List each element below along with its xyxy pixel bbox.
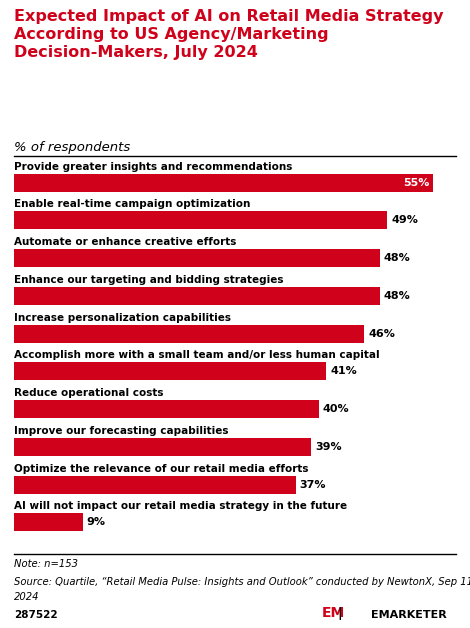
Bar [14,212,387,229]
Text: Enhance our targeting and bidding strategies: Enhance our targeting and bidding strate… [14,275,283,285]
Bar [14,513,83,531]
Text: Optimize the relevance of our retail media efforts: Optimize the relevance of our retail med… [14,463,309,474]
Text: 48%: 48% [384,253,410,263]
Text: Increase personalization capabilities: Increase personalization capabilities [14,313,231,323]
Text: Provide greater insights and recommendations: Provide greater insights and recommendat… [14,162,292,171]
Text: 49%: 49% [391,215,418,225]
Text: Improve our forecasting capabilities: Improve our forecasting capabilities [14,426,228,436]
Text: |: | [337,607,342,620]
Text: 2024: 2024 [14,592,39,602]
Text: Accomplish more with a small team and/or less human capital: Accomplish more with a small team and/or… [14,350,380,360]
Bar [14,438,311,456]
Text: 41%: 41% [330,366,357,376]
Bar [14,173,433,192]
Text: 48%: 48% [384,291,410,301]
Text: EMARKETER: EMARKETER [371,610,446,620]
Text: Reduce operational costs: Reduce operational costs [14,388,164,398]
Text: Note: n=153: Note: n=153 [14,559,78,569]
Text: EM: EM [322,607,345,620]
Text: 9%: 9% [86,517,105,528]
Text: 46%: 46% [368,328,395,338]
Text: 37%: 37% [300,480,326,490]
Bar [14,287,380,305]
Text: 40%: 40% [322,404,349,414]
Text: Automate or enhance creative efforts: Automate or enhance creative efforts [14,237,236,247]
Text: 287522: 287522 [14,610,58,620]
Bar [14,325,365,343]
Bar [14,400,319,418]
Text: Enable real-time campaign optimization: Enable real-time campaign optimization [14,200,251,210]
Bar [14,249,380,267]
Bar [14,362,326,381]
Text: AI will not impact our retail media strategy in the future: AI will not impact our retail media stra… [14,501,347,511]
Bar [14,475,296,494]
Text: 39%: 39% [315,442,342,452]
Text: Source: Quartile, “Retail Media Pulse: Insights and Outlook” conducted by Newton: Source: Quartile, “Retail Media Pulse: I… [14,577,470,587]
Text: 55%: 55% [403,178,429,188]
Text: Expected Impact of AI on Retail Media Strategy
According to US Agency/Marketing
: Expected Impact of AI on Retail Media St… [14,9,444,60]
Text: % of respondents: % of respondents [14,141,130,154]
